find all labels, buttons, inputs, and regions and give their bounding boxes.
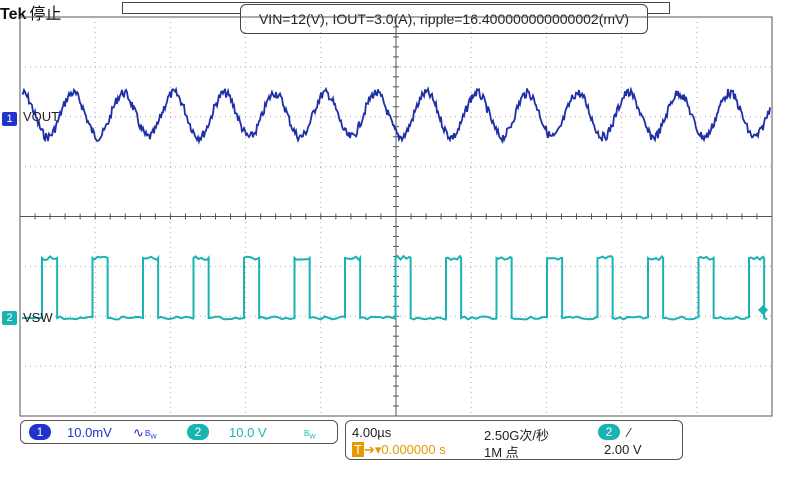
trigger-level: 2.00 V (604, 442, 642, 457)
vsw-trace (22, 254, 768, 321)
trigger-position-icon: T (352, 442, 364, 457)
channel-1-marker-icon: 1 (2, 112, 17, 126)
record-length: 1M 点 (484, 445, 519, 460)
timebase: 4.00µs (352, 425, 392, 440)
trigger-slope-icon: ∕ (628, 425, 631, 440)
trigger-level-marker (758, 305, 768, 315)
acquisition-status: 停止 (29, 6, 62, 23)
channel-readout-panel: 1 10.0mV ∿ BW 2 10.0 V BW (20, 420, 338, 444)
ch2-label: VSW (23, 310, 53, 325)
ch2-bw-limit-icon: BW (304, 429, 316, 441)
ch2-chip: 2 (187, 424, 209, 440)
ch1-bw-limit-icon: BW (145, 429, 157, 441)
trigger-position-arrow-icon: ➔▾ (363, 442, 382, 457)
ch1-chip: 1 (29, 424, 51, 440)
trigger-position: T ➔▾0.000000 s (352, 442, 446, 458)
trigger-position-value: 0.000000 s (381, 442, 446, 457)
sample-rate: 2.50G次/秒 (484, 428, 550, 443)
ch1-coupling-icon: ∿ (133, 425, 144, 440)
ch1-label: VOUT (23, 109, 60, 124)
vout-trace (21, 86, 771, 145)
graticule-grid (19, 16, 773, 417)
measurement-title: VIN=12(V), IOUT=3.0(A), ripple=16.400000… (240, 4, 648, 34)
channel-2-marker-icon: 2 (2, 311, 17, 325)
timebase-trigger-panel: 4.00µs 2.50G次/秒 2 ∕ T ➔▾0.000000 s 1M 点 2… (345, 420, 683, 460)
ch2-scale: 10.0 V (229, 425, 267, 440)
trigger-source-chip: 2 (598, 424, 620, 440)
ch1-scale: 10.0mV (67, 425, 112, 440)
